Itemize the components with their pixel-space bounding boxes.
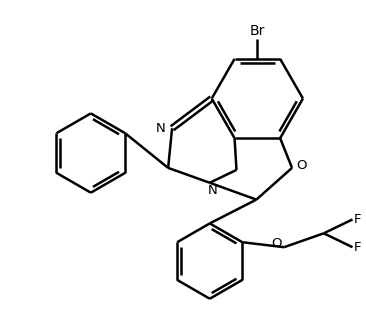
Text: F: F: [354, 213, 361, 226]
Text: O: O: [271, 237, 281, 250]
Text: Br: Br: [250, 24, 265, 38]
Text: N: N: [156, 122, 165, 135]
Text: F: F: [354, 241, 361, 254]
Text: N: N: [208, 184, 218, 197]
Text: O: O: [297, 160, 307, 172]
